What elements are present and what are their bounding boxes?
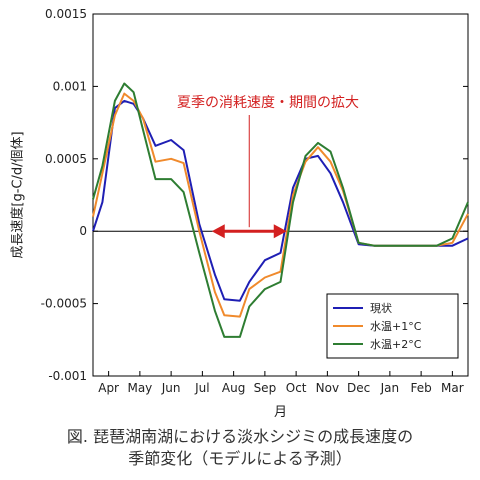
- y-tick-label: 0: [79, 224, 87, 238]
- x-tick-label: Aug: [222, 381, 245, 395]
- legend-label-1: 現状: [370, 301, 392, 315]
- y-axis-title: 成長速度[g-C/d/個体]: [10, 131, 26, 258]
- annotation-layer: 夏季の消耗速度・期間の拡大: [177, 95, 359, 239]
- plot-border: [92, 13, 469, 377]
- y-tick-label: 0.0005: [45, 152, 87, 166]
- caption-line-2: 季節変化（モデルによる予測）: [128, 449, 352, 468]
- legend-label-3: 水温+2°C: [370, 338, 422, 351]
- x-tick-label: Dec: [347, 381, 370, 395]
- x-tick-label: Mar: [441, 381, 464, 395]
- duration-arrow-left-head: [211, 224, 225, 239]
- x-tick-label: Nov: [316, 381, 339, 395]
- x-tick-label: Jan: [380, 381, 400, 395]
- x-tick-label: May: [127, 381, 152, 395]
- y-tick-label: 0.0015: [45, 7, 87, 21]
- y-tick-label: -0.001: [48, 369, 87, 383]
- ticks-layer: 0.0015 0.001 0.0005 0 -0.0005 -0.001 Apr May Jun…: [41, 7, 468, 395]
- y-tick-label: -0.0005: [41, 297, 87, 311]
- x-tick-label: Jun: [161, 381, 181, 395]
- y-tick-label: 0.001: [53, 79, 87, 93]
- x-tick-label: Feb: [411, 381, 432, 395]
- series-line-2: [92, 92, 469, 318]
- series-layer: [92, 82, 469, 338]
- annotation-label: 夏季の消耗速度・期間の拡大: [177, 95, 359, 111]
- caption-line-1: 図. 琵琶湖南湖における淡水シジミの成長速度の: [66, 427, 414, 446]
- figure-caption: 図. 琵琶湖南湖における淡水シジミの成長速度の 季節変化（モデルによる予測）: [0, 426, 480, 470]
- legend-label-2: 水温+1°C: [370, 320, 422, 333]
- x-tick-label: Oct: [286, 381, 307, 395]
- x-tick-label: Apr: [98, 381, 119, 395]
- duration-arrow-right-head: [273, 224, 287, 239]
- x-tick-label: Jul: [194, 381, 209, 395]
- x-tick-label: Sep: [254, 381, 277, 395]
- series-line-3: [92, 82, 469, 338]
- chart: 0.0015 0.001 0.0005 0 -0.0005 -0.001 Apr May Jun…: [10, 7, 469, 420]
- x-axis-title: 月: [274, 405, 287, 420]
